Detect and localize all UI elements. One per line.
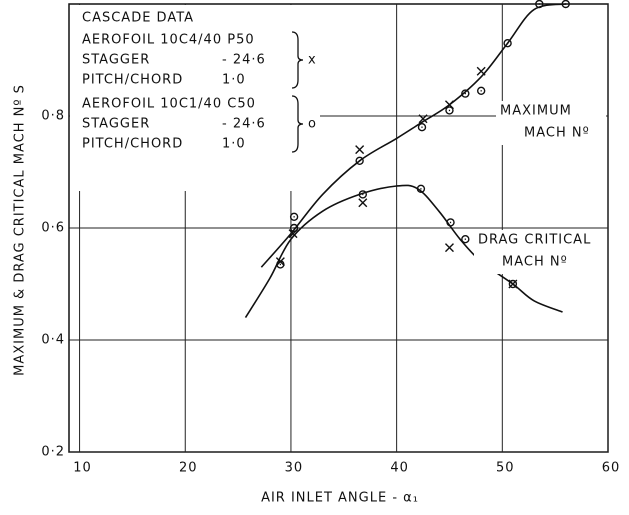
curve-label: MACH Nº xyxy=(502,255,568,270)
legend-title: CASCADE DATA xyxy=(82,11,194,26)
legend-detail: STAGGER xyxy=(82,53,150,68)
legend-marker: x xyxy=(308,53,317,68)
o-marker xyxy=(535,0,544,9)
x-tick-label: 40 xyxy=(390,461,409,476)
legend-entry: AEROFOIL 10C4/40 P50 xyxy=(82,33,255,48)
y-tick-label: 0·4 xyxy=(41,333,65,348)
x-tick-label: 30 xyxy=(285,461,304,476)
o-marker xyxy=(289,223,299,233)
o-marker xyxy=(476,86,486,95)
o-marker xyxy=(446,218,455,227)
legend-box xyxy=(70,5,320,191)
y-tick-label: 0·6 xyxy=(41,221,65,236)
o-marker xyxy=(358,190,368,199)
legend-detail: - 24·6 xyxy=(222,53,266,68)
legend-detail: PITCH/CHORD xyxy=(82,137,183,152)
x-marker xyxy=(444,243,454,253)
o-marker xyxy=(503,39,512,48)
legend-brace xyxy=(291,95,304,153)
legend-detail: PITCH/CHORD xyxy=(82,73,183,88)
o-marker xyxy=(461,89,470,98)
o-marker xyxy=(416,184,426,193)
label-bg xyxy=(496,101,606,145)
legend-marker: o xyxy=(308,117,317,132)
o-marker xyxy=(461,235,470,244)
curve-label: MAXIMUM xyxy=(500,104,572,119)
y-tick-label: 0·2 xyxy=(41,445,65,460)
o-marker xyxy=(276,260,285,269)
y-axis-label: MAXIMUM & DRAG CRITICAL MACH Nº S xyxy=(13,84,28,376)
label-bg xyxy=(474,230,584,274)
legend-detail: STAGGER xyxy=(82,117,150,132)
curve-label: MACH Nº xyxy=(524,126,590,141)
x-marker xyxy=(476,66,486,76)
o-marker xyxy=(445,106,454,115)
o-marker xyxy=(561,0,570,9)
legend-detail: 1·0 xyxy=(222,73,246,88)
x-marker xyxy=(355,145,365,155)
o-marker xyxy=(508,279,518,289)
y-tick-label: 0·8 xyxy=(41,109,65,124)
o-marker xyxy=(289,212,299,221)
legend-brace xyxy=(291,31,304,89)
curve xyxy=(260,3,566,268)
legend-detail: - 24·6 xyxy=(222,117,266,132)
x-tick-label: 50 xyxy=(496,461,515,476)
x-tick-label: 10 xyxy=(73,461,92,476)
x-marker xyxy=(418,114,428,124)
x-tick-label: 60 xyxy=(602,461,621,476)
o-marker xyxy=(355,156,364,165)
legend-detail: 1·0 xyxy=(222,137,246,152)
curve-label: DRAG CRITICAL xyxy=(478,233,591,248)
x-axis-label: AIR INLET ANGLE - α₁ xyxy=(261,491,419,506)
legend-entry: AEROFOIL 10C1/40 C50 xyxy=(82,97,256,112)
x-tick-label: 20 xyxy=(179,461,198,476)
x-marker xyxy=(358,198,368,208)
o-marker xyxy=(417,123,427,132)
